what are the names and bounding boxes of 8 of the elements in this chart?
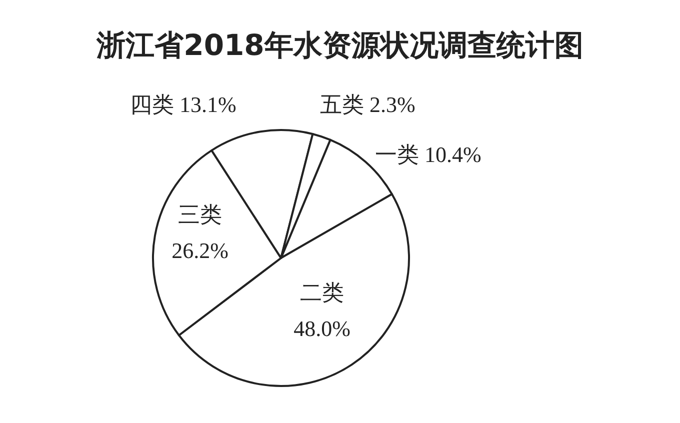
slice-label: 一类 10.4%: [375, 142, 482, 167]
slice-label: 三类: [178, 202, 222, 227]
data-label: 48.0%: [294, 316, 350, 341]
chart-title: 浙江省2018年水资源状况调查统计图: [96, 28, 584, 62]
slice-label: 二类: [300, 280, 344, 305]
slice-label: 四类 13.1%: [130, 92, 236, 117]
slice-label: 五类 2.3%: [320, 92, 416, 117]
data-label: 26.2%: [172, 238, 228, 263]
